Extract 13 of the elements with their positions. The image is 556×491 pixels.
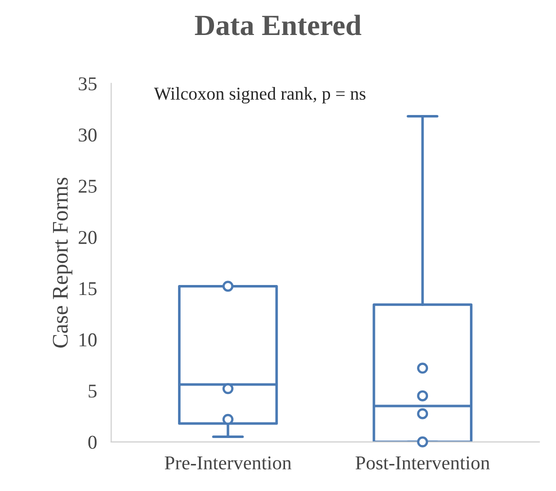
annotation: Wilcoxon signed rank, p = ns — [154, 87, 366, 104]
x-tick-label: Post-Intervention — [356, 456, 490, 470]
y-tick-label: 10 — [80, 333, 97, 346]
y-tick-label: 25 — [78, 180, 97, 193]
y-tick-label: 5 — [88, 384, 97, 398]
y-tick-label: 0 — [88, 436, 97, 449]
y-tick-label: 15 — [80, 282, 97, 296]
chart-title: Data Entered — [194, 14, 362, 36]
y-axis-title: Case Report Forms — [52, 178, 72, 348]
y-tick-label: 30 — [78, 128, 97, 142]
x-tick-label: Pre-Intervention — [164, 456, 292, 470]
y-tick-label: 35 — [78, 77, 97, 90]
y-tick-label: 20 — [78, 230, 97, 244]
